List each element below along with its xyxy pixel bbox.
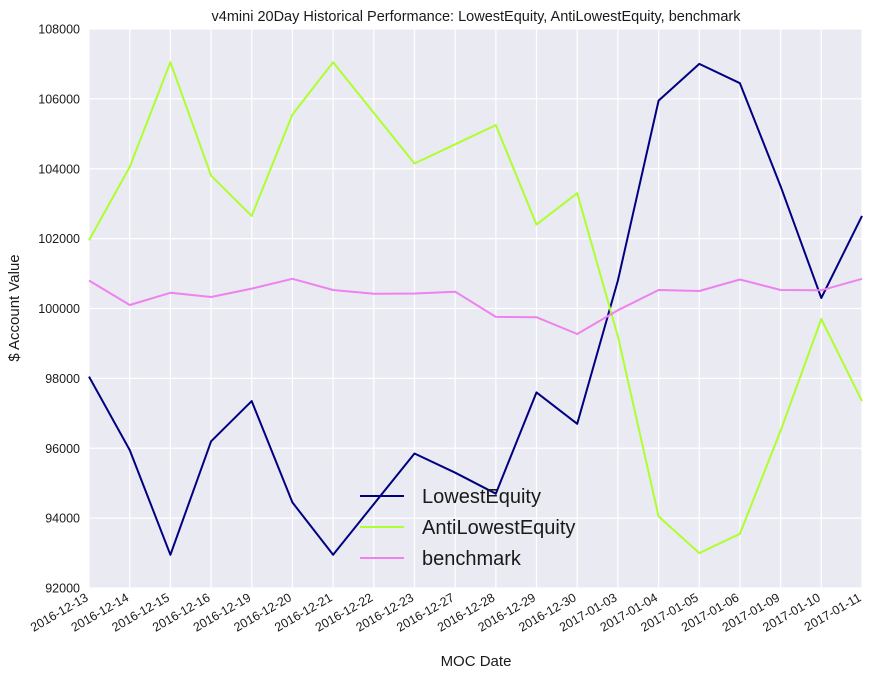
series-layer xyxy=(88,61,863,556)
series-line-benchmark xyxy=(88,277,863,335)
y-axis-label: $ Account Value xyxy=(6,254,23,361)
y-tick-label: 102000 xyxy=(38,232,80,246)
x-tick-labels: 2016-12-132016-12-142016-12-152016-12-16… xyxy=(28,590,863,634)
legend-label-antilowestequity: AntiLowestEquity xyxy=(422,517,575,539)
y-tick-label: 108000 xyxy=(38,23,80,37)
y-tick-label: 104000 xyxy=(38,162,80,176)
chart-title: v4mini 20Day Historical Performance: Low… xyxy=(212,9,742,25)
series-line-lowestequity xyxy=(88,62,863,556)
y-tick-labels: 92000 94000 96000 98000 100000 102000 104000 10… xyxy=(38,23,80,596)
legend-label-lowestequity: LowestEquity xyxy=(422,486,541,508)
legend: LowestEquity AntiLowestEquity benchmark xyxy=(360,486,575,570)
y-tick-label: 92000 xyxy=(45,582,80,596)
y-tick-label: 94000 xyxy=(45,512,80,526)
grid xyxy=(88,28,863,589)
y-tick-label: 106000 xyxy=(38,92,80,106)
x-axis-label: MOC Date xyxy=(441,653,512,670)
y-tick-label: 96000 xyxy=(45,442,80,456)
y-tick-label: 98000 xyxy=(45,372,80,386)
y-tick-label: 100000 xyxy=(38,302,80,316)
series-line-antilowestequity xyxy=(88,61,863,555)
legend-label-benchmark: benchmark xyxy=(422,548,522,570)
